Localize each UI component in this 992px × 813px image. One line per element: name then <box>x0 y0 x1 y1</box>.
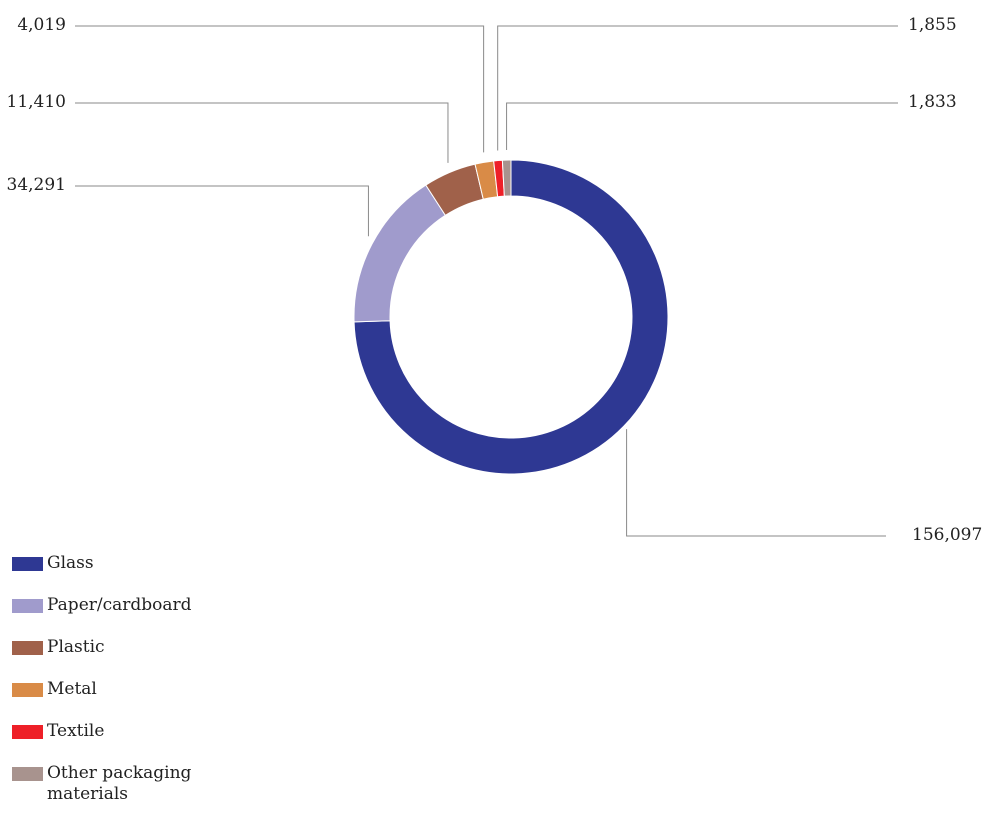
legend-item-plastic: Plastic <box>12 637 272 679</box>
legend-item-metal: Metal <box>12 679 272 721</box>
legend-label-other-packaging: Other packaging materials <box>47 763 192 804</box>
data-label-textile: 1,855 <box>908 15 957 35</box>
leader-line-glass <box>626 429 886 537</box>
legend-label-textile: Textile <box>47 721 105 741</box>
legend-label-glass: Glass <box>47 553 94 573</box>
legend-item-textile: Textile <box>12 721 272 763</box>
legend-swatch-other-packaging <box>12 767 43 781</box>
slice-glass <box>353 159 669 475</box>
data-label-other-packaging-materials: 1,833 <box>908 92 957 112</box>
data-label-glass: 156,097 <box>912 525 982 545</box>
donut-slices <box>353 159 669 475</box>
legend-swatch-textile <box>12 725 43 739</box>
legend-swatch-paper-cardboard <box>12 599 43 613</box>
legend-label-metal: Metal <box>47 679 97 699</box>
legend-item-paper-cardboard: Paper/cardboard <box>12 595 272 637</box>
leader-line-paper-cardboard <box>75 185 369 237</box>
callouts: 156,097 34,291 11,410 4,019 1,855 1,833 <box>7 15 983 545</box>
leader-line-plastic <box>75 102 449 163</box>
leader-line-textile <box>497 25 898 151</box>
legend-swatch-metal <box>12 683 43 697</box>
leader-line-other-packaging-materials <box>506 102 898 151</box>
leader-line-metal <box>75 25 485 153</box>
slice-paper-cardboard <box>353 184 447 323</box>
legend-swatch-plastic <box>12 641 43 655</box>
slice-other-packaging-materials <box>501 159 512 197</box>
data-label-paper-cardboard: 34,291 <box>7 175 66 195</box>
donut-chart: 156,097 34,291 11,410 4,019 1,855 1,833 <box>7 15 983 545</box>
legend-swatch-glass <box>12 557 43 571</box>
legend-label-paper-cardboard: Paper/cardboard <box>47 595 192 615</box>
legend-item-other-packaging: Other packaging materials <box>12 763 272 805</box>
legend-item-glass: Glass <box>12 553 272 595</box>
data-label-plastic: 11,410 <box>7 92 66 112</box>
legend: Glass Paper/cardboard Plastic Metal Text… <box>12 553 272 805</box>
data-label-metal: 4,019 <box>17 15 66 35</box>
legend-label-plastic: Plastic <box>47 637 105 657</box>
